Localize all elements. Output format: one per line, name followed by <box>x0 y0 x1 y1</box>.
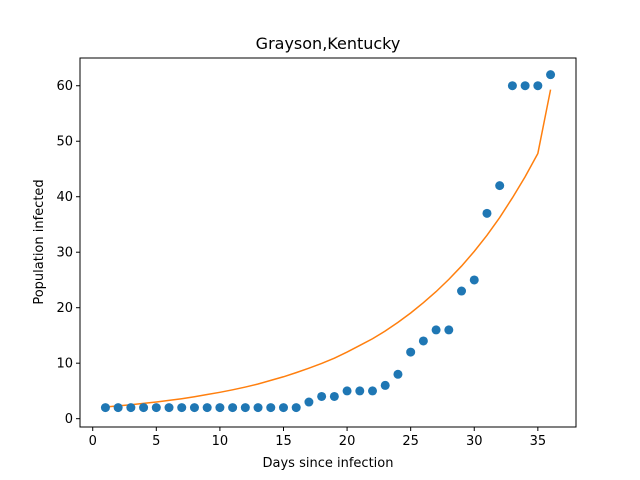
data-point <box>139 403 149 413</box>
x-axis-label: Days since infection <box>263 456 394 471</box>
data-point <box>189 403 199 413</box>
data-point <box>253 403 263 413</box>
data-point <box>164 403 174 413</box>
chart-title: Grayson,Kentucky <box>256 34 401 53</box>
x-tick-label: 35 <box>530 434 547 449</box>
data-point <box>533 81 543 91</box>
data-point <box>393 369 403 379</box>
plot-area <box>100 70 556 413</box>
y-tick-label: 10 <box>56 357 73 372</box>
data-point <box>126 403 136 413</box>
data-point <box>495 181 505 191</box>
y-tick-label: 20 <box>56 301 73 316</box>
data-point <box>177 403 187 413</box>
data-point <box>507 81 517 91</box>
data-point <box>457 286 467 296</box>
data-point <box>215 403 225 413</box>
data-point <box>418 336 428 346</box>
data-point <box>520 81 530 91</box>
y-tick-label: 0 <box>65 412 73 427</box>
data-point <box>202 403 212 413</box>
data-point <box>278 403 288 413</box>
x-tick-label: 5 <box>152 434 160 449</box>
x-tick-label: 0 <box>89 434 97 449</box>
data-point <box>113 403 123 413</box>
data-point <box>368 386 378 396</box>
y-tick-label: 30 <box>56 246 73 261</box>
data-point <box>240 403 250 413</box>
y-tick-label: 40 <box>56 190 73 205</box>
fit-line <box>105 89 552 408</box>
x-tick-label: 30 <box>466 434 483 449</box>
data-point <box>444 325 454 335</box>
data-point <box>100 403 110 413</box>
data-point <box>546 70 556 80</box>
data-point <box>482 208 492 218</box>
data-point <box>317 391 327 401</box>
x-tick-label: 25 <box>402 434 419 449</box>
data-point <box>304 397 314 407</box>
x-tick-label: 15 <box>275 434 292 449</box>
x-tick-label: 20 <box>339 434 356 449</box>
data-point <box>380 380 390 390</box>
data-point <box>355 386 365 396</box>
data-point <box>151 403 161 413</box>
data-point <box>329 391 339 401</box>
x-tick-label: 10 <box>212 434 229 449</box>
y-tick-label: 60 <box>56 79 73 94</box>
data-point <box>469 275 479 285</box>
y-axis-label: Population infected <box>32 179 47 304</box>
data-point <box>291 403 301 413</box>
plot-frame <box>79 57 577 428</box>
y-tick-label: 50 <box>56 135 73 150</box>
data-point <box>228 403 238 413</box>
data-point <box>406 347 416 357</box>
data-point <box>342 386 352 396</box>
data-point <box>431 325 441 335</box>
data-point <box>266 403 276 413</box>
